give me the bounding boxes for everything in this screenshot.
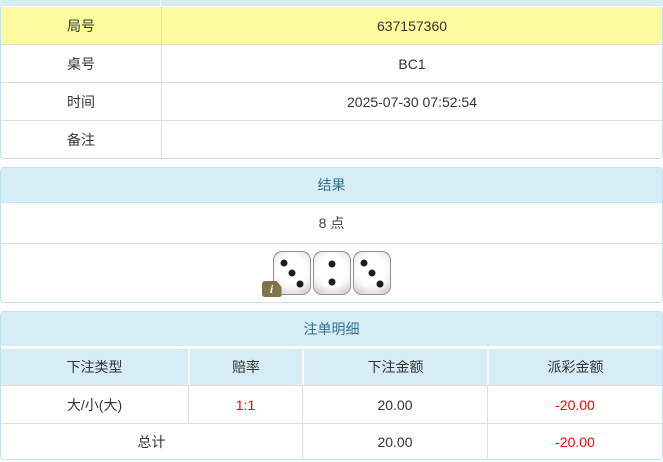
total-label: 总计 xyxy=(137,433,166,450)
table-row-round-id: 局号 637157360 xyxy=(1,7,662,44)
table-id-value: BC1 xyxy=(398,55,426,72)
total-bet-amount: 20.00 xyxy=(302,424,487,459)
table-row-time: 时间 2025-07-30 07:52:54 xyxy=(1,82,662,120)
die-wrap-3 xyxy=(352,251,391,295)
table-row-bet: 大/小(大) 1:1 20.00 -20.00 xyxy=(1,385,662,423)
round-id-value: 637157360 xyxy=(376,17,448,34)
total-payout-amount: -20.00 xyxy=(487,424,662,459)
time-value: 2025-07-30 07:52:54 xyxy=(347,93,477,110)
bet-type-value: 大/小(大) xyxy=(66,396,123,413)
result-panel: 结果 8 点 i xyxy=(0,167,663,303)
column-header-odds: 赔率 xyxy=(188,349,302,385)
table-row-remark: 备注 xyxy=(1,120,662,158)
odds-value: 1:1 xyxy=(188,386,302,423)
bet-amount-value: 20.00 xyxy=(302,386,487,423)
column-header-bet-amount: 下注金额 xyxy=(302,349,487,385)
bet-details-panel: 注单明细 下注类型 赔率 下注金额 派彩金额 大/小(大) 1:1 20.00 … xyxy=(0,311,663,460)
result-panel-title: 结果 xyxy=(1,168,662,203)
time-label: 时间 xyxy=(1,83,162,120)
game-info-table: 局号 637157360 桌号 BC1 时间 2025-07-30 07:52:… xyxy=(0,7,663,159)
bet-table-header: 下注类型 赔率 下注金额 派彩金额 xyxy=(1,349,662,385)
die-face-icon xyxy=(352,251,391,295)
table-row-table-id: 桌号 BC1 xyxy=(1,44,662,82)
column-header-bet-type: 下注类型 xyxy=(66,359,123,375)
die-wrap-2 xyxy=(312,251,351,295)
remark-value xyxy=(162,121,662,158)
bet-panel-title: 注单明细 xyxy=(1,312,662,349)
info-icon[interactable]: i xyxy=(261,281,282,297)
table-row-total: 总计 20.00 -20.00 xyxy=(1,423,662,459)
die-face-icon xyxy=(312,251,351,295)
remark-label: 备注 xyxy=(1,121,162,158)
payout-amount-value: -20.00 xyxy=(487,386,662,423)
dice-result-row: i xyxy=(1,244,662,302)
top-header-strip xyxy=(0,0,663,7)
result-points-text: 8 点 xyxy=(1,203,662,244)
table-id-label: 桌号 xyxy=(1,45,162,82)
column-header-payout-amount: 派彩金额 xyxy=(487,349,662,385)
die-wrap-1: i xyxy=(261,251,311,297)
round-id-label: 局号 xyxy=(1,7,162,44)
